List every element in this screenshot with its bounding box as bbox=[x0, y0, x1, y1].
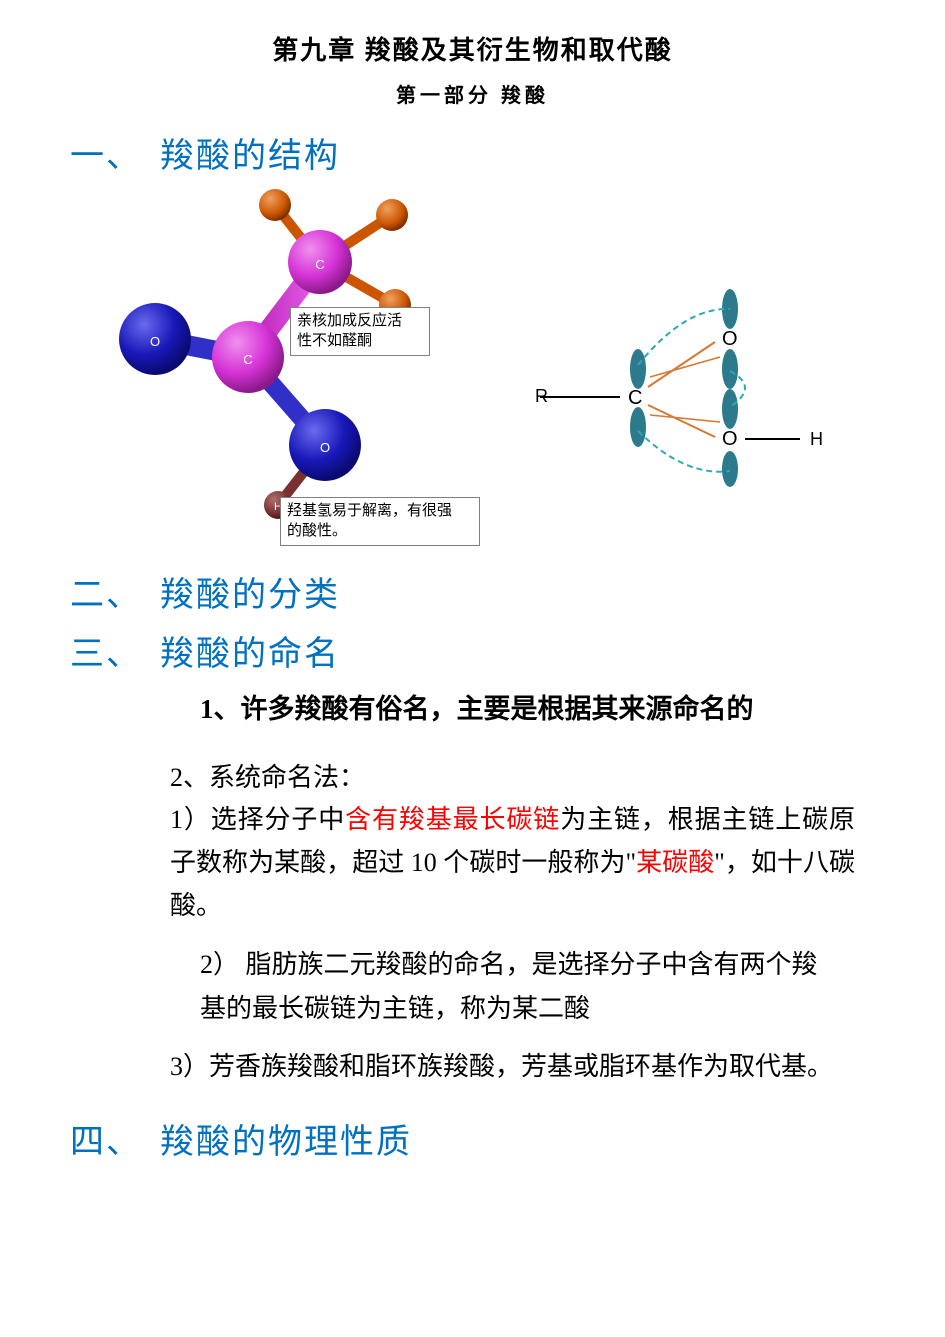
orbital-label-c: C bbox=[628, 387, 642, 409]
annotation-box-1: 亲核加成反应活 性不如醛酮 bbox=[290, 307, 430, 356]
section-2-heading: 二、羧酸的分类 bbox=[70, 567, 875, 616]
section-3-heading: 三、羧酸的命名 bbox=[70, 626, 875, 675]
section-4-num: 四、 bbox=[70, 1114, 160, 1163]
naming-item-2-3: 3）芳香族羧酸和脂环族羧酸，芳基或脂环基作为取代基。 bbox=[170, 1046, 855, 1089]
annotation-1-line2: 性不如醛酮 bbox=[297, 333, 372, 349]
naming-item-1: 1、许多羧酸有俗名，主要是根据其来源命名的 bbox=[200, 687, 855, 732]
section-1-num: 一、 bbox=[70, 128, 160, 177]
atom-label-o1: O bbox=[150, 334, 160, 349]
section-4-heading: 四、羧酸的物理性质 bbox=[70, 1114, 875, 1163]
section-2-label: 羧酸的分类 bbox=[160, 577, 340, 614]
section-2-num: 二、 bbox=[70, 567, 160, 616]
naming-item-2-2: 2） 脂肪族二元羧酸的命名，是选择分子中含有两个羧基的最长碳链为主链，称为某二酸 bbox=[200, 943, 825, 1031]
section-4-label: 羧酸的物理性质 bbox=[160, 1124, 412, 1161]
annotation-2-line1: 羟基氢易于解离，有很强 bbox=[287, 503, 452, 519]
orbital-label-r: R bbox=[535, 386, 548, 406]
orbital-label-h: H bbox=[810, 429, 823, 449]
orbital-diagram: R C O O H bbox=[530, 287, 850, 487]
orbital-label-o1: O bbox=[722, 328, 738, 350]
annotation-box-2: 羟基氢易于解离，有很强 的酸性。 bbox=[280, 497, 480, 546]
naming-2-1-pre: 1）选择分子中 bbox=[170, 805, 345, 834]
orbital-label-o2: O bbox=[722, 428, 738, 450]
molecule-3d-diagram: C C O O H bbox=[110, 187, 470, 547]
atom-label-c2: C bbox=[315, 257, 324, 272]
diagrams-container: C C O O H 亲核加成反应活 性不如醛酮 羟基氢易于解离，有很强 的酸性。… bbox=[110, 187, 875, 557]
section-1-heading: 一、羧酸的结构 bbox=[70, 128, 875, 177]
naming-2-1-red2: 某碳酸 bbox=[636, 848, 714, 877]
naming-2-1-red1: 含有羧基最长碳链 bbox=[345, 805, 560, 834]
naming-item-2-label: 2、系统命名法： bbox=[170, 757, 855, 800]
section-1-label: 羧酸的结构 bbox=[160, 138, 340, 175]
annotation-1-line1: 亲核加成反应活 bbox=[297, 313, 402, 329]
annotation-2-line2: 的酸性。 bbox=[287, 523, 347, 539]
atom-label-o2: O bbox=[320, 440, 330, 455]
section-3-num: 三、 bbox=[70, 626, 160, 675]
chapter-subtitle: 第一部分 羧酸 bbox=[70, 79, 875, 108]
naming-item-2-1: 1）选择分子中含有羧基最长碳链为主链，根据主链上碳原子数称为某酸，超过 10 个… bbox=[170, 799, 855, 928]
chapter-title: 第九章 羧酸及其衍生物和取代酸 bbox=[70, 30, 875, 67]
atom-label-c1: C bbox=[243, 352, 252, 367]
section-3-label: 羧酸的命名 bbox=[160, 636, 340, 673]
